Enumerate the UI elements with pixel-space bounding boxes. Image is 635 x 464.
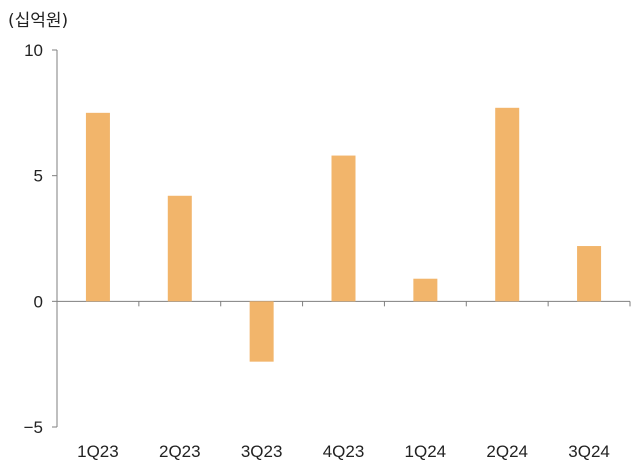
x-tick-label: 1Q24: [405, 442, 447, 461]
bar-2Q23: [167, 195, 192, 302]
axes: [52, 49, 631, 428]
bar-3Q23: [249, 301, 274, 362]
y-tick-label: 10: [24, 41, 43, 60]
bar-2Q24: [495, 107, 520, 302]
y-tick-label: 5: [34, 167, 43, 186]
bar-4Q23: [331, 155, 356, 302]
bar-3Q24: [577, 246, 602, 302]
unit-label: (십억원): [8, 11, 69, 31]
y-tick-labels: 10 5 0 −5: [24, 41, 43, 437]
x-tick-label: 2Q24: [486, 442, 528, 461]
x-tick-label: 2Q23: [159, 442, 201, 461]
x-tick-label: 3Q24: [568, 442, 610, 461]
bars: [85, 107, 602, 362]
x-tick-label: 3Q23: [241, 442, 283, 461]
bar-1Q24: [413, 278, 438, 302]
y-tick-label: 0: [34, 292, 43, 311]
y-tick-label: −5: [24, 418, 43, 437]
x-tick-label: 1Q23: [77, 442, 119, 461]
x-tick-labels: 1Q23 2Q23 3Q23 4Q23 1Q24 2Q24 3Q24: [77, 442, 610, 461]
bar-1Q23: [85, 112, 110, 302]
x-tick-label: 4Q23: [323, 442, 365, 461]
